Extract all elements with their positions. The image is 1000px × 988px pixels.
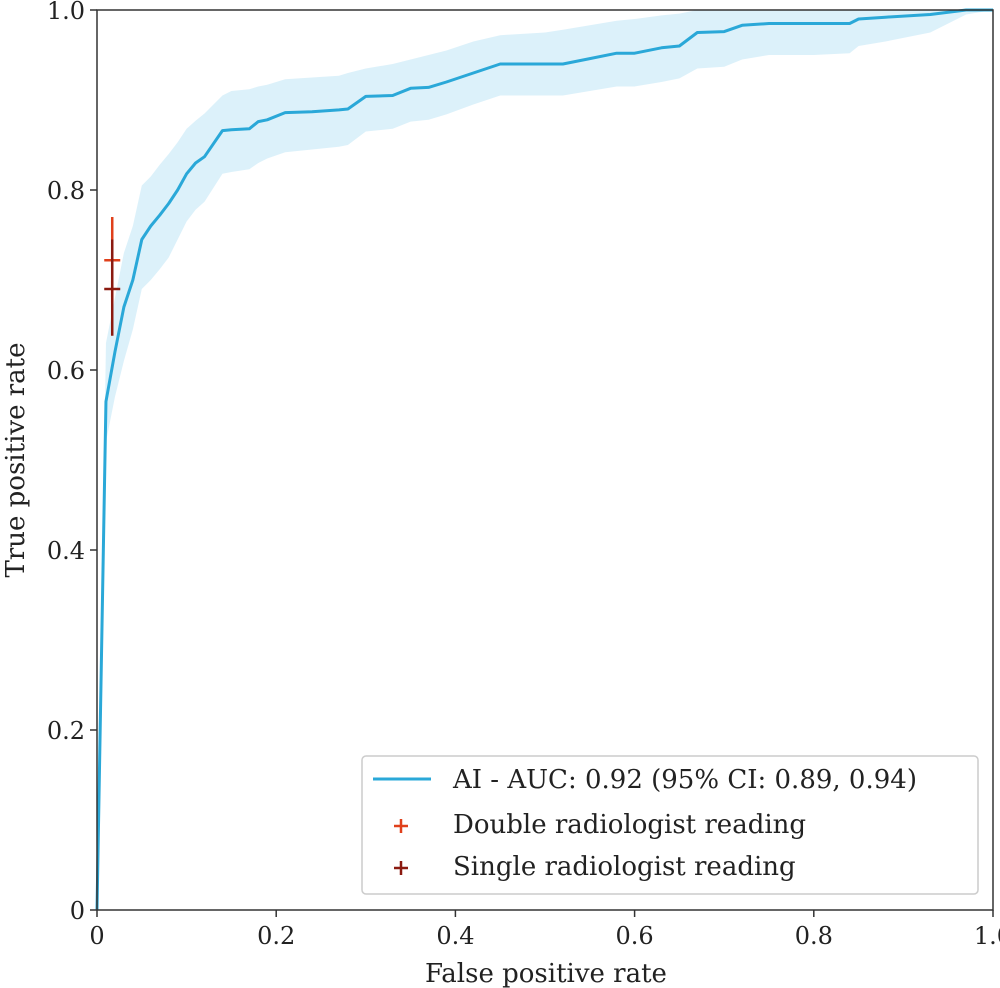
plot-area	[95, 8, 994, 911]
x-tick-label: 0.4	[436, 922, 474, 950]
y-axis-label: True positive rate	[1, 343, 31, 578]
legend-label-single: Single radiologist reading	[453, 852, 796, 882]
axes-frame	[96, 9, 994, 911]
legend-label-ai: AI - AUC: 0.92 (95% CI: 0.89, 0.94)	[452, 765, 917, 795]
y-tick-label: 0.8	[47, 177, 85, 205]
y-tick-label: 1.0	[47, 0, 85, 25]
x-axis-label: False positive rate	[425, 959, 667, 988]
legend-marker-single	[394, 861, 408, 875]
y-tick-label: 0.4	[47, 537, 85, 565]
y-tick-label: 0.6	[47, 357, 85, 385]
legend-box	[361, 755, 979, 895]
legend-label-double: Double radiologist reading	[453, 810, 806, 840]
ai-roc-line	[95, 8, 993, 911]
x-tick-label: 1.0	[974, 922, 1000, 950]
legend-marker-double	[394, 819, 408, 833]
x-axis-ticks: 0 0.2 0.4 0.6 0.8 1.0	[89, 910, 1000, 950]
y-tick-label: 0	[70, 897, 85, 925]
single-reading-point	[104, 239, 121, 336]
x-tick-label: 0.6	[616, 922, 654, 950]
x-tick-label: 0.2	[257, 922, 295, 950]
y-tick-label: 0.2	[47, 717, 85, 745]
x-tick-label: 0	[89, 922, 104, 950]
y-axis-ticks: 0 0.2 0.4 0.6 0.8 1.0	[47, 0, 97, 925]
legend: AI - AUC: 0.92 (95% CI: 0.89, 0.94) Doub…	[361, 755, 979, 895]
x-tick-label: 0.8	[795, 922, 833, 950]
